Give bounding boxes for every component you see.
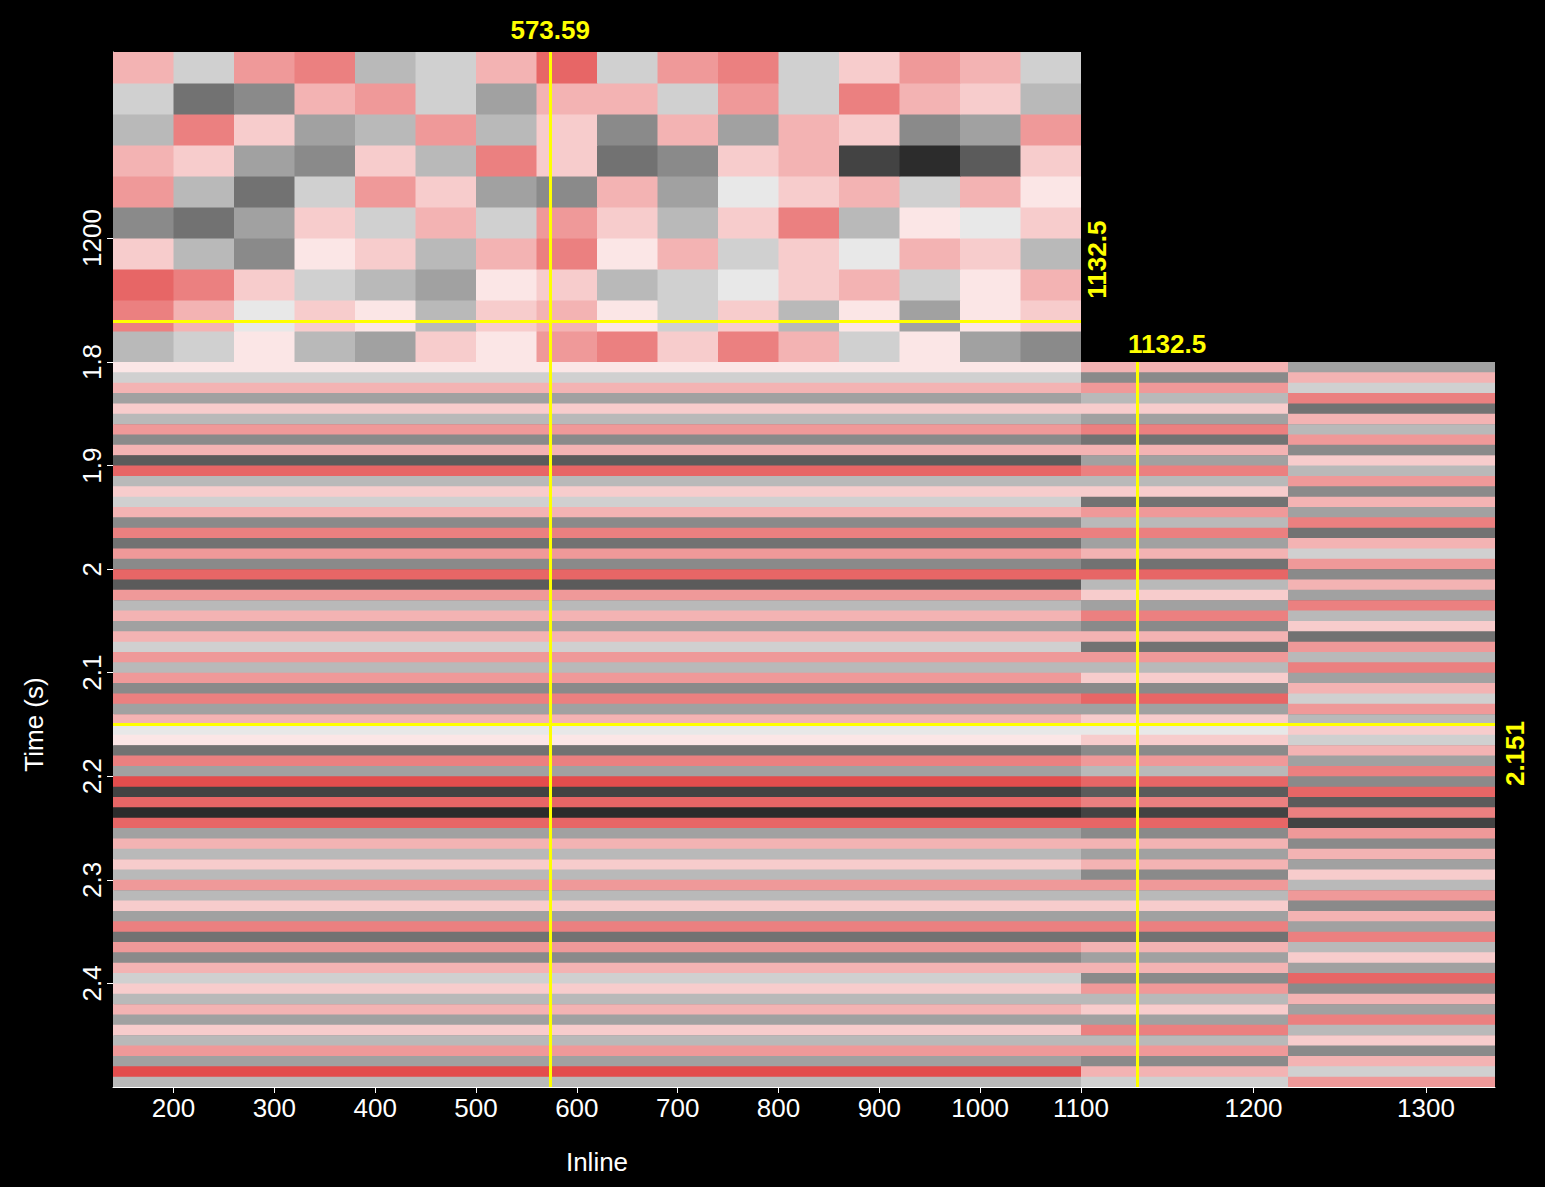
svg-text:600: 600 (555, 1093, 598, 1123)
svg-text:1.8: 1.8 (77, 344, 107, 380)
svg-text:1200: 1200 (1225, 1093, 1283, 1123)
svg-text:1.9: 1.9 (77, 447, 107, 483)
svg-text:300: 300 (253, 1093, 296, 1123)
svg-text:Inline: Inline (566, 1147, 628, 1177)
svg-text:200: 200 (152, 1093, 195, 1123)
svg-text:2.3: 2.3 (77, 862, 107, 898)
svg-text:1100: 1100 (1053, 1093, 1109, 1123)
svg-text:Time (s): Time (s) (19, 677, 49, 771)
svg-text:900: 900 (858, 1093, 901, 1123)
svg-text:1300: 1300 (1397, 1093, 1455, 1123)
svg-text:700: 700 (656, 1093, 699, 1123)
svg-text:573.59: 573.59 (510, 15, 590, 45)
svg-text:2.1: 2.1 (77, 655, 107, 691)
svg-text:1000: 1000 (951, 1093, 1009, 1123)
svg-text:1200: 1200 (77, 209, 107, 267)
svg-text:2.151: 2.151 (1500, 721, 1530, 786)
svg-text:1132.5: 1132.5 (1128, 329, 1206, 359)
svg-text:2.4: 2.4 (77, 965, 107, 1001)
svg-text:800: 800 (757, 1093, 800, 1123)
svg-text:1132.5: 1132.5 (1082, 221, 1112, 299)
svg-text:2.2: 2.2 (77, 758, 107, 794)
svg-text:500: 500 (454, 1093, 497, 1123)
svg-text:2: 2 (77, 562, 107, 576)
svg-text:400: 400 (353, 1093, 396, 1123)
